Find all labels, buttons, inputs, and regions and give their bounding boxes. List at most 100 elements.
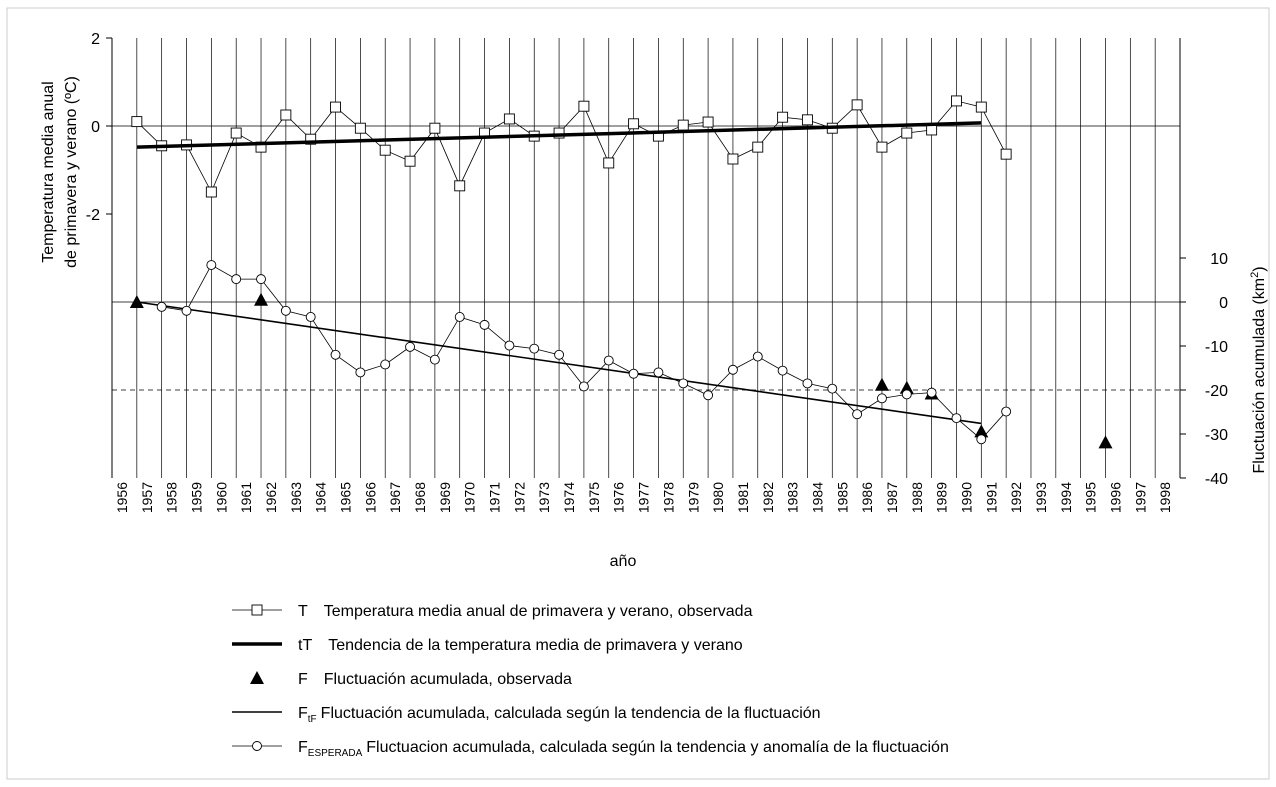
- series-line: [136, 121, 982, 149]
- circle-marker: [703, 390, 714, 401]
- x-tick-label: 1991: [983, 482, 999, 513]
- x-axis-label: año: [610, 553, 637, 570]
- square-marker: [1000, 148, 1012, 160]
- square-marker: [330, 101, 341, 113]
- circle-marker: [578, 381, 589, 392]
- square-marker: [777, 111, 789, 123]
- x-tick-label: 1987: [884, 482, 900, 513]
- x-tick-label: 1992: [1008, 482, 1024, 513]
- square-marker: [628, 118, 640, 130]
- x-tick-label: 1993: [1033, 482, 1049, 513]
- x-tick-label: 1971: [487, 482, 503, 513]
- square-marker: [603, 157, 615, 169]
- circle-marker: [256, 274, 266, 285]
- x-tick-label: 1979: [685, 482, 701, 513]
- x-tick-label: 1990: [958, 482, 974, 513]
- square-marker: [354, 122, 366, 134]
- circle-marker: [156, 301, 167, 312]
- circle-marker: [280, 305, 291, 316]
- circle-marker: [727, 364, 738, 375]
- square-marker: [454, 180, 466, 192]
- square-marker: [553, 127, 565, 139]
- square-marker: [131, 116, 143, 128]
- square-marker: [205, 186, 217, 198]
- circle-marker: [454, 312, 465, 322]
- circle-marker: [330, 349, 341, 360]
- circle-marker: [802, 378, 813, 389]
- y2-axis-label-text: Fluctuación acumulada (km: [1251, 278, 1268, 474]
- y-tick-label: 2: [91, 31, 100, 48]
- triangle-marker: [1098, 435, 1113, 449]
- square-marker: [503, 113, 515, 125]
- series-line: [136, 100, 1007, 193]
- square-marker: [702, 116, 714, 128]
- y2-axis-label-sup: 2: [1249, 272, 1261, 278]
- square-marker: [975, 101, 987, 113]
- y2-tick-label: -40: [1205, 471, 1228, 488]
- square-marker: [578, 100, 590, 112]
- y-axis-label: de primavera y verano (ºC): [63, 76, 80, 268]
- square-marker: [951, 95, 962, 107]
- circle-marker: [252, 741, 262, 751]
- legend-entry: F Fluctuación acumulada, observada: [298, 671, 572, 688]
- legend-description: Tendencia de la temperatura media de pri…: [328, 637, 743, 654]
- square-marker: [851, 99, 863, 111]
- legend-description: Fluctuacion acumulada, calculada según l…: [366, 739, 949, 756]
- legend-entry: FESPERADA Fluctuacion acumulada, calculad…: [298, 739, 949, 759]
- frame: [6, 7, 1270, 780]
- x-tick-label: 1970: [462, 482, 478, 513]
- series-line: [136, 301, 982, 425]
- square-marker: [280, 109, 292, 121]
- circle-marker: [181, 305, 192, 316]
- x-tick-label: 1986: [859, 482, 875, 513]
- circle-marker: [653, 367, 664, 378]
- x-tick-label: 1961: [238, 482, 254, 513]
- circle-marker: [603, 355, 614, 366]
- circle-marker: [529, 343, 540, 354]
- x-tick-label: 1962: [263, 482, 279, 513]
- x-tick-label: 1982: [760, 482, 776, 513]
- triangle-marker: [899, 380, 914, 394]
- triangle-marker: [250, 671, 264, 684]
- y2-tick-label: -20: [1205, 383, 1228, 400]
- x-tick-label: 1969: [437, 482, 453, 513]
- y2-tick-label: -10: [1205, 339, 1228, 356]
- circle-marker: [380, 359, 391, 370]
- x-tick-label: 1959: [189, 482, 205, 513]
- x-tick-label: 1988: [909, 482, 925, 513]
- square-marker: [727, 153, 739, 165]
- circle-marker: [504, 340, 515, 351]
- circle-marker: [206, 260, 217, 270]
- x-tick-label: 1966: [362, 482, 378, 513]
- y-tick-label: 0: [91, 119, 100, 136]
- x-tick-label: 1967: [387, 482, 403, 513]
- x-tick-label: 1960: [213, 482, 229, 513]
- x-tick-label: 1980: [710, 482, 726, 513]
- circle-marker: [951, 413, 962, 424]
- legend-subscript: tF: [308, 714, 317, 725]
- triangle-marker: [254, 292, 269, 306]
- x-tick-label: 1976: [611, 482, 627, 513]
- triangle-marker: [874, 377, 889, 391]
- square-marker: [876, 141, 888, 153]
- legend-description: Fluctuación acumulada, calculada según l…: [321, 705, 821, 722]
- x-tick-label: 1963: [288, 482, 304, 513]
- x-tick-label: 1995: [1083, 482, 1099, 513]
- x-tick-label: 1972: [511, 482, 527, 513]
- circle-marker: [231, 274, 242, 285]
- x-tick-label: 1973: [536, 482, 552, 513]
- x-tick-label: 1994: [1058, 482, 1074, 513]
- x-tick-label: 1983: [785, 482, 801, 513]
- x-tick-label: 1978: [660, 482, 676, 513]
- circle-marker: [405, 341, 415, 352]
- legend-name: T: [298, 603, 308, 620]
- legend-name: F: [298, 705, 308, 722]
- circle-marker: [852, 409, 863, 420]
- x-tick-label: 1984: [809, 482, 825, 513]
- triangle-marker: [129, 295, 144, 308]
- legend-entry: FtF Fluctuación acumulada, calculada segú…: [298, 705, 821, 725]
- legend-description: Fluctuación acumulada, observada: [324, 671, 572, 688]
- square-marker: [901, 127, 913, 139]
- x-tick-label: 1996: [1107, 482, 1123, 513]
- circle-marker: [976, 434, 987, 445]
